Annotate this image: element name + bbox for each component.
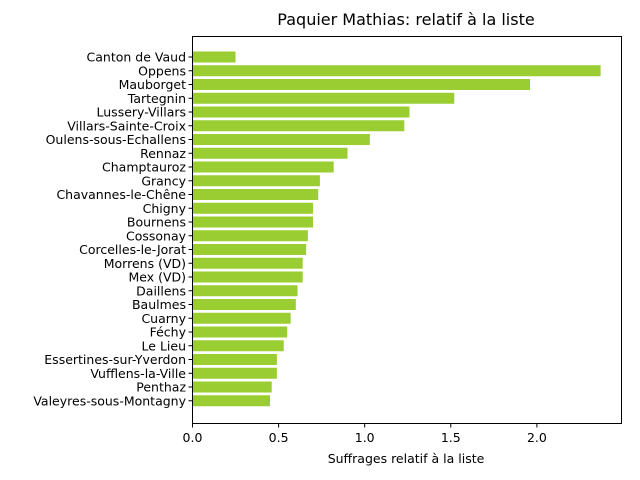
x-tick-label-3: 1.5 [441,430,461,445]
y-tick-label-6: Oulens-sous-Echallens [46,132,186,147]
bar-16 [192,271,303,283]
bar-8 [192,161,334,173]
bar-5 [192,120,405,132]
y-tick-label-23: Vufflens-la-Ville [90,366,186,381]
y-tick-label-3: Tartegnin [127,91,186,106]
y-tick-label-22: Essertines-sur-Yverdon [44,352,186,367]
bar-23 [192,367,277,379]
plot-frame [192,36,622,424]
y-tick-label-25: Valeyres-sous-Montagny [33,393,186,408]
bar-11 [192,202,314,214]
bar-4 [192,106,410,118]
y-tick-label-13: Cossonay [126,228,187,243]
y-tick-label-15: Morrens (VD) [104,256,186,271]
y-tick-label-16: Mex (VD) [128,270,186,285]
chart-title: Paquier Mathias: relatif à la liste [277,10,534,29]
bar-14 [192,244,307,255]
y-tick-label-4: Lussery-Villars [97,105,186,120]
x-tick-label-0: 0.0 [183,430,203,445]
bar-3 [192,92,455,104]
bar-12 [192,216,314,228]
bar-24 [192,381,272,393]
bar-0 [192,51,236,63]
y-tick-label-5: Villars-Sainte-Croix [67,118,186,133]
x-axis-ticks: 0.0 0.5 1.0 1.5 2.0 [183,423,547,445]
y-tick-label-8: Champtauroz [102,160,186,175]
y-tick-label-2: Mauborget [119,77,186,92]
y-tick-label-0: Canton de Vaud [87,50,186,65]
y-tick-label-24: Penthaz [136,380,186,395]
x-tick-label-2: 1.0 [355,430,375,445]
bar-10 [192,189,319,200]
bar-19 [192,312,291,324]
x-tick-label-1: 0.5 [269,430,289,445]
bar-25 [192,395,270,407]
x-axis-label: Suffrages relatif à la liste [328,451,485,466]
bar-15 [192,257,303,269]
y-tick-label-7: Rennaz [140,146,186,161]
y-tick-label-11: Chigny [143,201,187,216]
y-tick-label-10: Chavannes-le-Chêne [56,187,186,202]
y-tick-label-17: Daillens [136,283,186,298]
bars-group [192,51,601,407]
bar-21 [192,340,284,352]
y-axis-ticks: Canton de VaudOppensMauborgetTartegninLu… [33,50,193,408]
y-tick-label-19: Cuarny [141,311,186,326]
bar-7 [192,147,348,159]
bar-18 [192,299,296,310]
y-tick-label-21: Le Lieu [142,338,186,353]
bar-9 [192,175,320,187]
y-tick-label-1: Oppens [138,63,186,78]
bar-20 [192,326,288,338]
bar-6 [192,134,370,145]
y-tick-label-9: Grancy [141,173,186,188]
y-tick-label-12: Bournens [127,215,186,230]
bar-22 [192,354,277,365]
x-tick-label-4: 2.0 [527,430,547,445]
y-tick-label-14: Corcelles-le-Jorat [79,242,186,257]
y-tick-label-20: Féchy [150,325,187,340]
bar-2 [192,79,531,90]
bar-1 [192,65,601,77]
y-tick-label-18: Baulmes [132,297,186,312]
bar-13 [192,230,308,242]
bar-17 [192,285,298,297]
